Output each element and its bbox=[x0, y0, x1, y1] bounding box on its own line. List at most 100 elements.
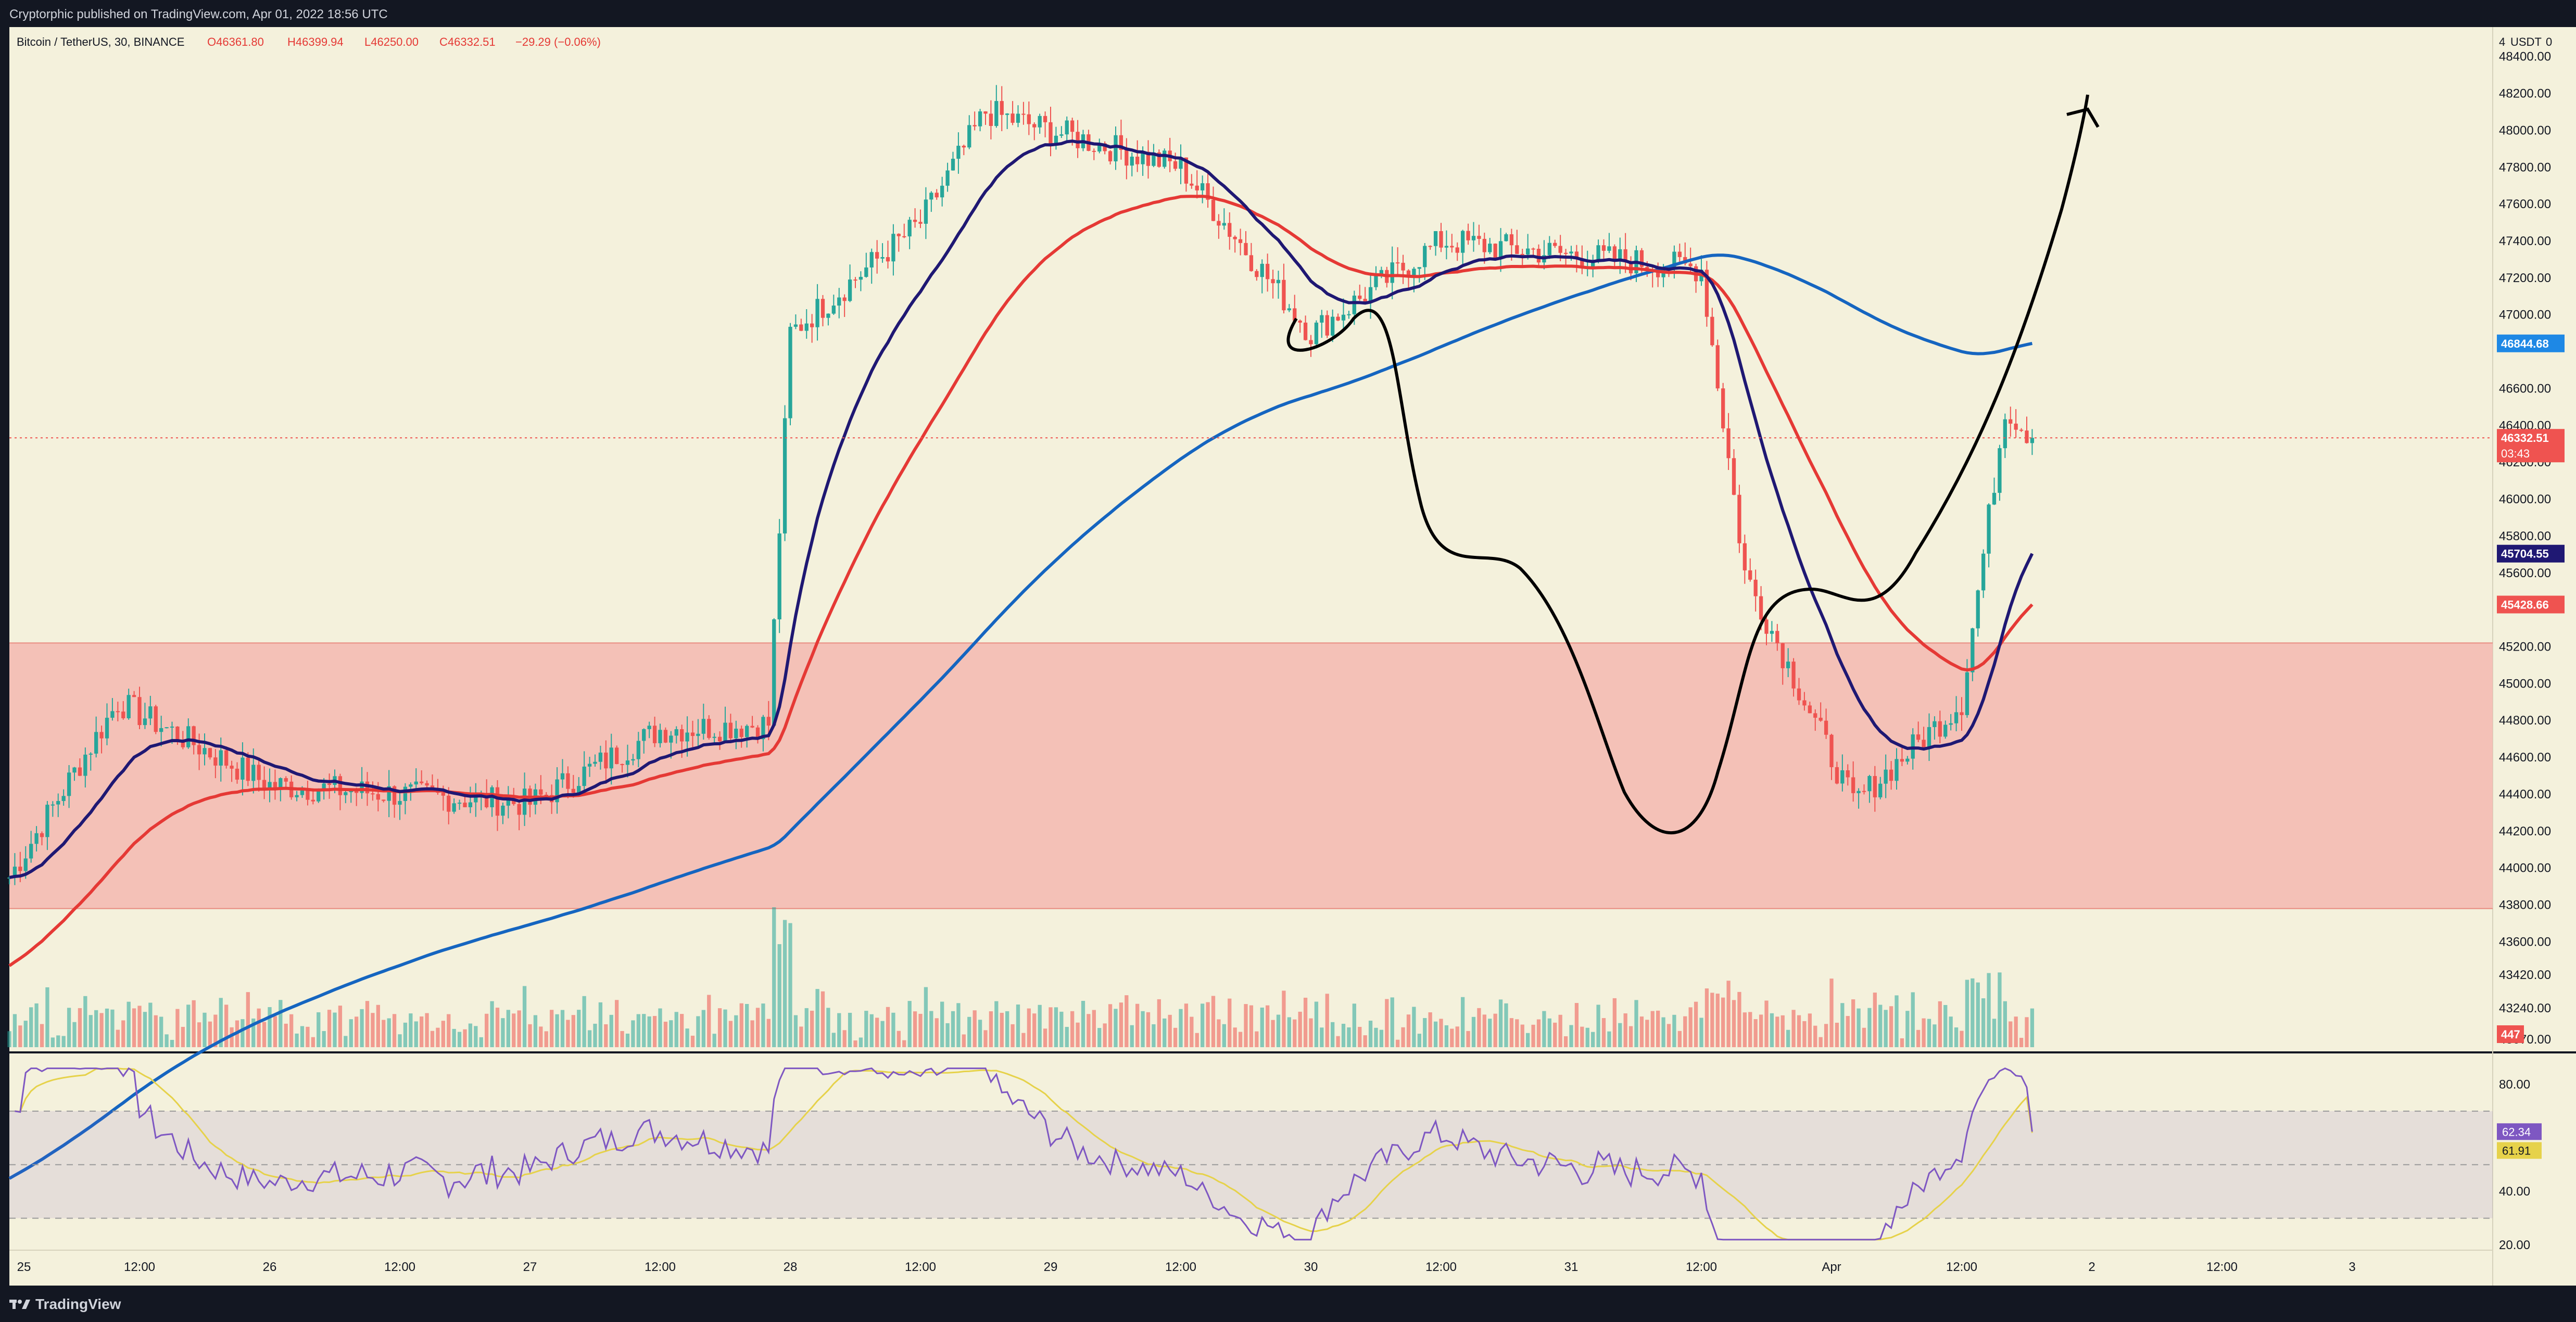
candle-body bbox=[566, 773, 570, 789]
volume-bar bbox=[1228, 998, 1232, 1047]
volume-bar bbox=[1135, 1003, 1140, 1047]
chart-svg[interactable]: Bitcoin / TetherUS, 30, BINANCE O46361.8… bbox=[0, 27, 2576, 1286]
chart-area[interactable]: Bitcoin / TetherUS, 30, BINANCE O46361.8… bbox=[0, 27, 2576, 1286]
volume-bar bbox=[1960, 1031, 1964, 1047]
candle-body bbox=[246, 757, 250, 781]
volume-bar bbox=[1829, 978, 1834, 1047]
time-label: 12:00 bbox=[124, 1260, 155, 1274]
volume-bar bbox=[110, 1009, 115, 1047]
volume-bar bbox=[1992, 1019, 1997, 1047]
candle-body bbox=[306, 789, 310, 800]
candle-body bbox=[837, 297, 841, 306]
candle-body bbox=[1396, 262, 1400, 264]
volume-bar bbox=[1656, 1010, 1660, 1047]
candle-body bbox=[1574, 251, 1579, 259]
candle-body bbox=[441, 793, 445, 796]
candle-body bbox=[642, 729, 646, 741]
price-axis-settings-glyph[interactable]: 0 bbox=[2546, 35, 2552, 48]
candle-body bbox=[1878, 783, 1883, 797]
volume-bar bbox=[1070, 1011, 1075, 1047]
candle-body bbox=[2025, 430, 2029, 443]
candle-body bbox=[447, 795, 451, 812]
volume-bar bbox=[1542, 1011, 1546, 1047]
candle-body bbox=[387, 786, 391, 801]
volume-bar bbox=[1526, 1033, 1530, 1047]
volume-bar bbox=[485, 1013, 489, 1047]
volume-bar bbox=[1466, 1031, 1470, 1047]
volume-bar bbox=[1417, 1034, 1421, 1047]
volume-bar bbox=[1607, 1031, 1611, 1047]
volume-bar bbox=[625, 1033, 630, 1047]
candle-body bbox=[989, 113, 993, 126]
volume-bar bbox=[550, 1010, 554, 1047]
volume-bar bbox=[241, 1019, 245, 1047]
volume-bar bbox=[1141, 1011, 1145, 1047]
candle-body bbox=[1249, 255, 1254, 271]
candle-body bbox=[929, 193, 933, 200]
candle-body bbox=[907, 220, 912, 237]
volume-bar bbox=[571, 1015, 575, 1047]
candle-body bbox=[197, 745, 201, 755]
candle-body bbox=[1228, 223, 1232, 237]
candle-body bbox=[398, 800, 402, 805]
candle-body bbox=[1417, 267, 1421, 269]
price-label: 45600.00 bbox=[2499, 566, 2551, 580]
candle-body bbox=[143, 718, 147, 726]
volume-bar bbox=[186, 1005, 191, 1047]
volume-bar bbox=[929, 1011, 933, 1047]
volume-bar bbox=[1428, 1012, 1432, 1047]
volume-bar bbox=[425, 1013, 429, 1047]
volume-bar bbox=[1493, 1013, 1497, 1047]
candle-body bbox=[788, 326, 792, 418]
volume-bar bbox=[1753, 1019, 1758, 1047]
candle-body bbox=[1477, 236, 1481, 239]
candle-body bbox=[235, 768, 239, 780]
candle-body bbox=[1352, 295, 1356, 314]
volume-bar bbox=[1580, 1026, 1584, 1047]
candle-body bbox=[1363, 299, 1367, 303]
volume-bar bbox=[1173, 1027, 1178, 1047]
volume-bar bbox=[799, 1026, 803, 1047]
volume-bar bbox=[620, 1031, 624, 1047]
volume-bar bbox=[1423, 1018, 1427, 1047]
publish-info: Cryptorphic published on TradingView.com… bbox=[9, 7, 388, 21]
candle-body bbox=[1840, 770, 1845, 784]
tradingview-logo[interactable]: TradingView bbox=[9, 1296, 121, 1313]
volume-bar bbox=[1488, 1019, 1492, 1047]
price-axis-labels[interactable]: 48400.00 48200.00 48000.00 47800.00 47600.00… bbox=[2499, 50, 2551, 1047]
volume-bar bbox=[1819, 1037, 1823, 1047]
candle-body bbox=[67, 772, 71, 796]
candle-body bbox=[165, 727, 169, 729]
price-axis-bg bbox=[2493, 27, 2576, 1286]
volume-bar bbox=[1786, 1029, 1790, 1047]
rsi-line bbox=[15, 1067, 2033, 1241]
ma-slow-line bbox=[8, 253, 2033, 1180]
volume-bar bbox=[1949, 1016, 1953, 1047]
candle-body bbox=[485, 793, 489, 807]
volume-bar bbox=[1011, 1024, 1015, 1047]
volume-bar bbox=[1618, 1023, 1622, 1047]
candle-body bbox=[1981, 553, 1986, 591]
price-axis-currency[interactable]: USDT bbox=[2510, 35, 2542, 48]
volume-bar bbox=[387, 1018, 391, 1047]
volume-bar bbox=[1249, 1005, 1254, 1047]
volume-bar bbox=[528, 1024, 532, 1047]
volume-bar bbox=[1005, 1011, 1009, 1047]
candle-body bbox=[945, 170, 950, 186]
time-axis-labels[interactable]: 25 12:00 26 12:00 27 12:00 28 12:00 29 12:00 30 12:… bbox=[17, 1260, 2356, 1274]
volume-bar bbox=[159, 1016, 163, 1047]
time-label: 28 bbox=[784, 1260, 798, 1274]
volume-bar bbox=[1390, 997, 1394, 1047]
candle-body bbox=[1097, 143, 1102, 152]
candle-body bbox=[1282, 279, 1286, 311]
candle-body bbox=[501, 805, 505, 816]
volume-bar bbox=[327, 1010, 332, 1047]
volume-bar bbox=[1076, 1022, 1080, 1047]
volume-bar bbox=[1878, 1005, 1883, 1047]
candle-body bbox=[1813, 713, 1817, 718]
candle-body bbox=[1016, 113, 1020, 123]
candle-body bbox=[1770, 631, 1774, 634]
volume-bar bbox=[116, 1029, 120, 1047]
time-label: 12:00 bbox=[1946, 1260, 1977, 1274]
candle-body bbox=[831, 306, 836, 314]
